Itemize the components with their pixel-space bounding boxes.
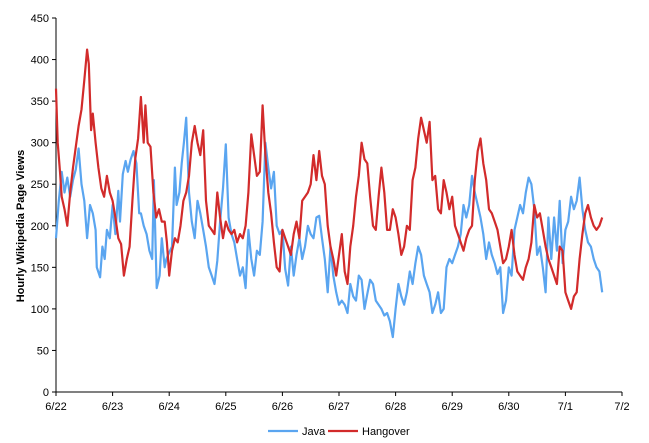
x-tick-label: 6/25 xyxy=(215,401,236,413)
series-line-java xyxy=(54,116,604,339)
x-tick-label: 6/28 xyxy=(385,401,406,413)
y-tick-label: 0 xyxy=(43,387,49,399)
y-tick-label: 300 xyxy=(31,138,49,150)
y-axis-title: Hourly Wikipedia Page Views xyxy=(15,150,27,303)
x-tick-label: 6/23 xyxy=(102,401,123,413)
x-tick-label: 6/26 xyxy=(272,401,293,413)
x-tick-label: 6/27 xyxy=(328,401,349,413)
y-tick-label: 50 xyxy=(37,345,49,357)
x-tick-label: 7/1 xyxy=(558,401,573,413)
y-axis-ticks: 0 50 100 150 200 250 300 350 400 450 xyxy=(31,13,56,399)
series-line-hangover xyxy=(54,48,604,310)
x-tick-label: 6/22 xyxy=(45,401,66,413)
x-tick-label: 6/29 xyxy=(441,401,462,413)
legend: Java Hangover xyxy=(268,426,410,438)
y-tick-label: 450 xyxy=(31,13,49,25)
y-tick-label: 150 xyxy=(31,262,49,274)
x-axis-ticks: 6/22 6/23 6/24 6/25 6/26 6/27 6/28 6/29 6/30 7/1 7… xyxy=(45,392,630,413)
x-tick-label: 6/24 xyxy=(158,401,179,413)
y-tick-label: 200 xyxy=(31,221,49,233)
x-tick-label: 6/30 xyxy=(498,401,519,413)
y-tick-label: 250 xyxy=(31,179,49,191)
y-tick-label: 400 xyxy=(31,55,49,67)
y-tick-label: 350 xyxy=(31,96,49,108)
legend-hangover-label: Hangover xyxy=(362,426,410,438)
x-tick-label: 7/2 xyxy=(614,401,629,413)
y-tick-label: 100 xyxy=(31,304,49,316)
series-layer xyxy=(54,48,604,339)
legend-java-label: Java xyxy=(302,426,326,438)
